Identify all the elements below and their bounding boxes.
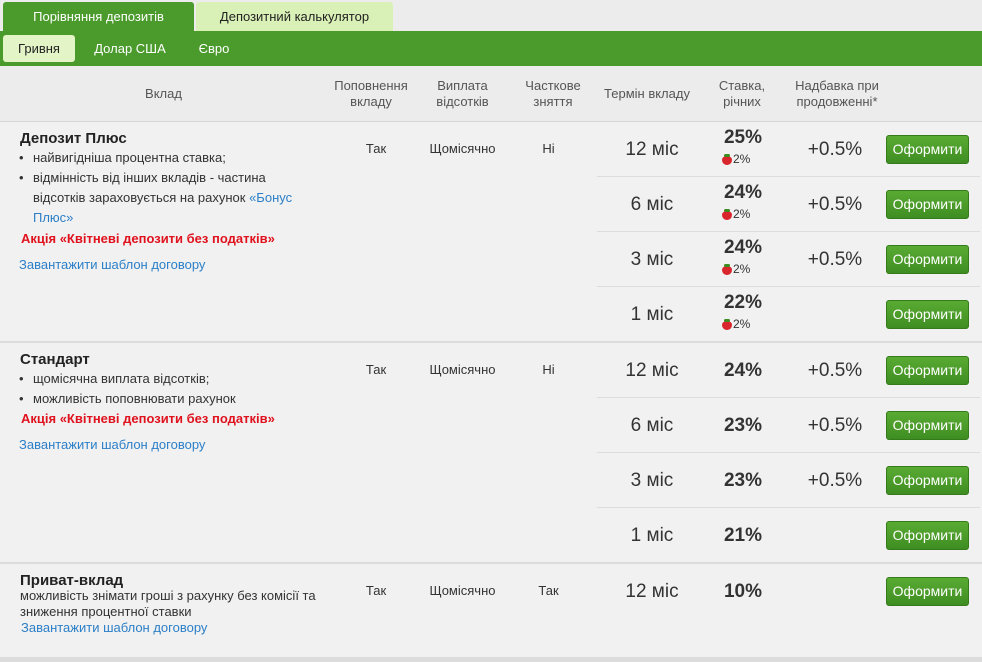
apply-button[interactable]: Оформити [886,190,969,219]
extra-value: +0.5% [807,194,863,215]
feature-text: можливість поповнювати рахунок [33,391,236,406]
row-divider [597,286,980,287]
row-divider [597,176,980,177]
promo-text: Акція «Квітневі депозити без податків» [21,231,275,246]
currency-tab-eur[interactable]: Євро [198,41,230,56]
feature-item: щомісячна виплата відсотків; [19,369,319,389]
apply-button[interactable]: Оформити [886,521,969,550]
partial-value: Так [538,583,559,598]
bonus-rate: 2% [722,317,750,331]
rate-value: 24% [723,237,763,258]
row-divider [597,397,980,398]
term-value: 12 міс [625,581,679,602]
rate-value: 24% [723,360,763,381]
term-value: 1 міс [630,525,674,546]
extra-value: +0.5% [807,470,863,491]
payout-value: Щомісячно [429,362,496,377]
bottom-divider [0,659,982,662]
rate-value: 23% [723,415,763,436]
bonus-rate: 2% [722,262,750,276]
term-value: 12 міс [625,360,679,381]
header-term: Термін вкладу [604,86,690,101]
strawberry-icon [722,263,732,275]
top-tabs: Порівняння депозитів Депозитний калькуля… [0,0,982,31]
deposit-privat-section: Приват-вклад можливість знімати гроші з … [0,564,982,659]
feature-item: найвигідніша процентна ставка; [19,148,319,168]
deposit-standard-section: Стандарт щомісячна виплата відсотків; мо… [0,343,982,564]
table-header: Вклад Поповнення вкладу Виплата відсоткі… [0,66,982,122]
topup-value: Так [365,583,387,598]
feature-text: найвигідніша процентна ставка; [33,150,226,165]
deposit-title: Стандарт [20,351,90,368]
bonus-rate-value: 2% [733,207,751,221]
term-value: 3 міс [630,249,674,270]
currency-bar: Гривня Долар США Євро [0,31,982,66]
apply-button[interactable]: Оформити [886,466,969,495]
bonus-rate-value: 2% [733,262,751,276]
bonus-rate: 2% [722,207,750,221]
currency-tab-usd[interactable]: Долар США [94,41,166,56]
deposit-features: щомісячна виплата відсотків; можливість … [19,369,319,409]
row-divider [597,452,980,453]
strawberry-icon [722,318,732,330]
partial-value: Ні [542,141,555,156]
apply-button[interactable]: Оформити [886,245,969,274]
apply-button[interactable]: Оформити [886,135,969,164]
topup-value: Так [365,362,387,377]
row-divider [597,231,980,232]
rate-value: 21% [723,525,763,546]
download-contract-link[interactable]: Завантажити шаблон договору [19,437,206,452]
feature-text: відмінність від інших вкладів - частина … [33,170,266,205]
header-extra: Надбавка при продовженні* [795,78,879,109]
currency-tab-uah[interactable]: Гривня [3,35,75,62]
apply-button[interactable]: Оформити [886,577,969,606]
deposit-title: Приват-вклад [20,572,124,589]
bonus-rate-value: 2% [733,317,751,331]
tab-compare-deposits[interactable]: Порівняння депозитів [3,2,194,31]
header-deposit: Вклад [145,86,182,101]
header-payout: Виплата відсотків [436,78,489,109]
feature-item: відмінність від інших вкладів - частина … [19,168,319,228]
term-value: 6 міс [630,194,674,215]
deposit-plus-section: Депозит Плюс найвигідніша процентна став… [0,122,982,343]
rate-value: 10% [723,581,763,602]
feature-item: можливість поповнювати рахунок [19,389,319,409]
bonus-rate-value: 2% [733,152,751,166]
tab-deposit-calculator[interactable]: Депозитний калькулятор [196,2,393,31]
term-value: 3 міс [630,470,674,491]
extra-value: +0.5% [807,139,863,160]
header-rate: Ставка, річних [718,78,766,109]
rate-value: 22% [723,292,763,313]
header-partial: Часткове зняття [525,78,581,109]
rate-value: 24% [723,182,763,203]
bonus-plus-link[interactable]: «Бонус Плюс» [33,190,293,225]
apply-button[interactable]: Оформити [886,356,969,385]
bonus-rate: 2% [722,152,750,166]
topup-value: Так [365,141,387,156]
payout-value: Щомісячно [429,583,496,598]
apply-button[interactable]: Оформити [886,300,969,329]
header-topup: Поповнення вкладу [334,78,408,109]
row-divider [597,507,980,508]
rate-value: 23% [723,470,763,491]
payout-value: Щомісячно [429,141,496,156]
extra-value: +0.5% [807,249,863,270]
download-contract-link[interactable]: Завантажити шаблон договору [21,620,208,635]
strawberry-icon [722,208,732,220]
extra-value: +0.5% [807,415,863,436]
term-value: 1 міс [630,304,674,325]
partial-value: Ні [542,362,555,377]
deposit-description: можливість знімати гроші з рахунку без к… [20,588,316,619]
deposit-features: найвигідніша процентна ставка; відмінніс… [19,148,319,228]
extra-value: +0.5% [807,360,863,381]
term-value: 12 міс [625,139,679,160]
term-value: 6 міс [630,415,674,436]
deposit-title: Депозит Плюс [20,130,127,147]
rate-value: 25% [723,127,763,148]
promo-text: Акція «Квітневі депозити без податків» [21,411,275,426]
download-contract-link[interactable]: Завантажити шаблон договору [19,257,206,272]
apply-button[interactable]: Оформити [886,411,969,440]
strawberry-icon [722,153,732,165]
feature-text: щомісячна виплата відсотків; [33,371,210,386]
